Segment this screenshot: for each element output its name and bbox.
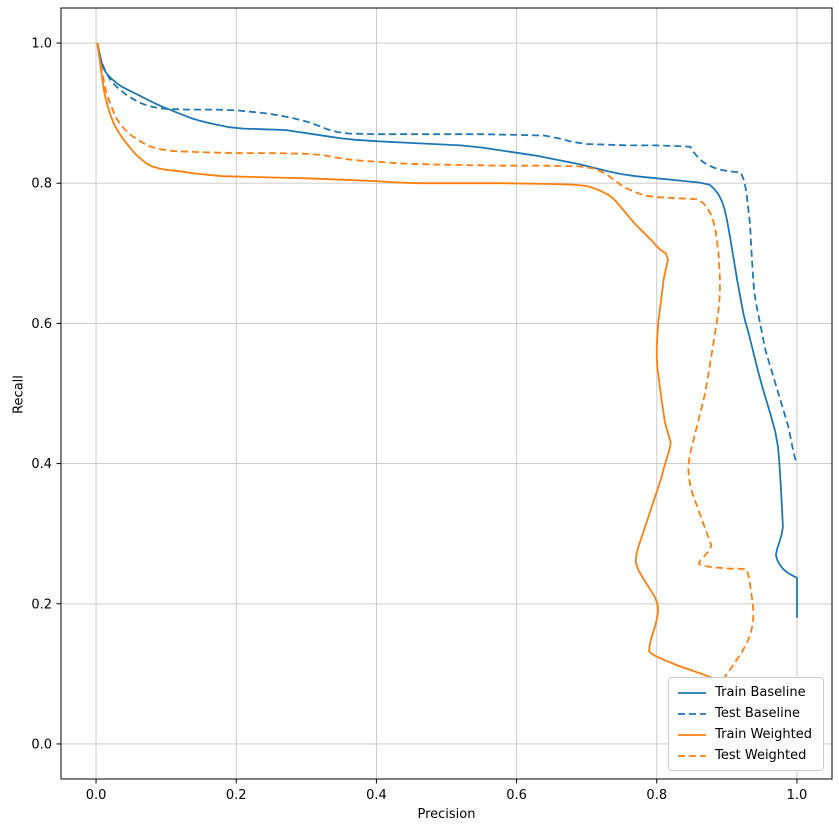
y-tick-label: 0.6 <box>31 317 52 332</box>
y-tick-label: 0.8 <box>31 177 52 192</box>
y-axis-label: Recall <box>11 375 27 414</box>
legend-line-sample <box>678 733 707 736</box>
legend-label: Test Baseline <box>715 706 800 721</box>
series-train-baseline <box>96 42 798 618</box>
axes-spines <box>60 7 833 780</box>
legend-line-sample <box>678 691 707 694</box>
y-tick-label: 1.0 <box>31 37 52 52</box>
legend: Train Baseline Test Baseline Train Weighte… <box>668 677 824 771</box>
series-test-weighted <box>96 42 755 714</box>
x-tick-label: 0.0 <box>86 788 107 803</box>
legend-entry: Test Baseline <box>677 706 812 721</box>
legend-entry: Test Weighted <box>677 748 812 763</box>
x-tick-label: 0.8 <box>646 788 667 803</box>
legend-entry: Train Baseline <box>677 685 812 700</box>
series-test-baseline <box>96 42 798 464</box>
x-tick-label: 0.4 <box>366 788 387 803</box>
legend-label: Train Weighted <box>715 727 812 742</box>
x-tick-label: 0.2 <box>226 788 247 803</box>
y-tick-label: 0.4 <box>31 457 52 472</box>
series-train-weighted <box>96 42 798 730</box>
legend-entry: Train Weighted <box>677 727 812 742</box>
legend-line-sample <box>678 712 707 715</box>
y-tick-label: 0.0 <box>31 737 52 752</box>
legend-line-sample <box>678 754 707 757</box>
x-tick-label: 1.0 <box>787 788 808 803</box>
legend-label: Test Weighted <box>715 748 807 763</box>
legend-label: Train Baseline <box>715 685 806 700</box>
x-tick-label: 0.6 <box>506 788 527 803</box>
x-axis-label: Precision <box>417 807 476 822</box>
y-tick-label: 0.2 <box>31 597 52 612</box>
